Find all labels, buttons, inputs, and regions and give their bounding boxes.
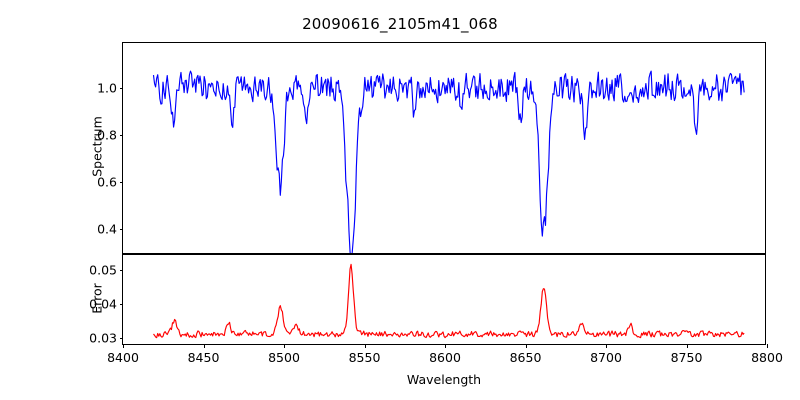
x-tick-label: 8550 bbox=[348, 350, 381, 365]
y-tick-mark bbox=[119, 229, 123, 231]
x-tick-mark bbox=[686, 344, 688, 348]
y-tick-label: 1.0 bbox=[97, 80, 117, 96]
spectrum-panel: 0.4 0.6 0.8 1.0 Spectrum bbox=[90, 42, 766, 254]
y-tick-mark bbox=[119, 337, 123, 339]
y-tick-mark bbox=[119, 303, 123, 305]
x-tick-label: 8800 bbox=[751, 350, 783, 365]
x-tick-mark bbox=[445, 344, 446, 348]
x-tick-mark bbox=[123, 344, 124, 348]
y-tick-mark bbox=[119, 181, 123, 183]
error-plot-area bbox=[123, 255, 765, 344]
x-tick-mark bbox=[284, 344, 285, 348]
y-tick-label: 0.05 bbox=[89, 262, 117, 278]
y-tick-label: 0.04 bbox=[89, 296, 117, 312]
x-axis-label: Wavelength bbox=[406, 372, 482, 387]
x-tick-label: 8600 bbox=[429, 350, 461, 365]
x-tick-mark bbox=[364, 344, 366, 348]
x-tick-mark bbox=[767, 344, 768, 348]
y-tick-label: 0.6 bbox=[97, 174, 117, 190]
y-tick-label: 0.4 bbox=[97, 221, 117, 237]
x-tick-label: 8650 bbox=[509, 350, 542, 365]
x-tick-mark bbox=[606, 344, 607, 348]
x-tick-label: 8450 bbox=[187, 350, 220, 365]
chart-title: 20090616_2105m41_068 bbox=[302, 15, 498, 33]
error-axis-label: Error bbox=[89, 282, 105, 314]
x-tick-label: 8400 bbox=[107, 350, 139, 365]
spectrum-plot-area bbox=[123, 43, 765, 253]
y-tick-label: 0.03 bbox=[89, 330, 117, 346]
y-tick-mark bbox=[119, 134, 123, 136]
x-tick-label: 8500 bbox=[268, 350, 300, 365]
y-tick-mark bbox=[119, 270, 123, 272]
spectrum-axis-label: Spectrum bbox=[89, 116, 105, 177]
error-panel: 0.03 0.04 0.05 8400 8450 8500 8550 8600 8650 870… bbox=[89, 254, 783, 365]
x-tick-label: 8700 bbox=[590, 350, 622, 365]
x-tick-mark bbox=[203, 344, 205, 348]
y-tick-mark bbox=[119, 87, 123, 89]
x-tick-mark bbox=[525, 344, 527, 348]
y-tick-label: 0.8 bbox=[97, 127, 117, 143]
x-tick-label: 8750 bbox=[670, 350, 703, 365]
